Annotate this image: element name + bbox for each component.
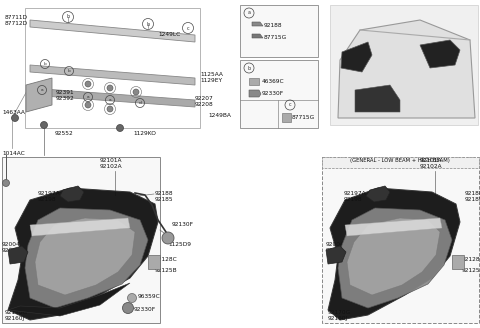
Text: a: a	[87, 95, 89, 99]
Polygon shape	[26, 78, 52, 112]
Text: c: c	[187, 26, 189, 31]
Polygon shape	[8, 246, 28, 264]
Polygon shape	[338, 20, 475, 118]
Text: d: d	[139, 101, 142, 105]
Text: 46369C: 46369C	[262, 79, 285, 84]
Text: 1249BA: 1249BA	[208, 113, 231, 118]
Text: 1249LC: 1249LC	[158, 32, 180, 37]
Text: 92128C: 92128C	[155, 257, 178, 262]
Text: 92188: 92188	[264, 23, 283, 28]
Text: c: c	[288, 102, 291, 108]
Text: 92170G
92160J: 92170G 92160J	[328, 310, 351, 321]
Bar	[148, 255, 160, 269]
Text: b: b	[68, 69, 71, 73]
Text: 1125AA
1129EY: 1125AA 1129EY	[200, 72, 223, 83]
Text: b: b	[247, 66, 251, 71]
Polygon shape	[252, 34, 263, 38]
Polygon shape	[35, 218, 135, 295]
Text: 92004
92005: 92004 92005	[2, 242, 21, 253]
Text: a: a	[41, 88, 43, 92]
Text: 1463AA: 1463AA	[2, 110, 25, 115]
Bar	[452, 255, 464, 269]
Text: 92391
92392: 92391 92392	[56, 90, 75, 101]
Text: 92125B: 92125B	[155, 268, 178, 273]
Polygon shape	[326, 246, 346, 264]
Text: 92188
92185: 92188 92185	[465, 191, 480, 202]
Text: 92188
92185: 92188 92185	[155, 191, 174, 202]
Circle shape	[107, 106, 113, 112]
Text: 92330F: 92330F	[134, 307, 156, 312]
Polygon shape	[8, 188, 158, 320]
Text: 92207
92208: 92207 92208	[195, 96, 214, 107]
Bar	[240, 5, 318, 57]
Polygon shape	[30, 218, 130, 236]
Bar	[330, 5, 478, 125]
Circle shape	[122, 302, 133, 314]
Circle shape	[85, 81, 91, 87]
Text: 92170G
92160J: 92170G 92160J	[5, 310, 28, 321]
Text: 92101A
92102A: 92101A 92102A	[100, 158, 122, 169]
Circle shape	[162, 232, 174, 244]
Text: 1125D9: 1125D9	[168, 242, 191, 247]
Bar	[322, 157, 479, 168]
Circle shape	[133, 89, 139, 95]
Polygon shape	[338, 208, 452, 308]
Text: a: a	[248, 10, 251, 15]
Text: b: b	[44, 62, 47, 66]
Text: b: b	[66, 14, 70, 19]
Polygon shape	[341, 42, 372, 72]
Bar	[240, 60, 318, 128]
Text: 92552: 92552	[55, 131, 74, 136]
Polygon shape	[420, 40, 460, 68]
Circle shape	[40, 121, 48, 129]
Polygon shape	[366, 186, 390, 202]
Text: 87715G: 87715G	[264, 35, 287, 40]
Polygon shape	[30, 88, 195, 107]
Circle shape	[2, 179, 10, 187]
Text: a: a	[108, 98, 111, 102]
Text: 92004
92005: 92004 92005	[326, 242, 345, 253]
Polygon shape	[30, 65, 195, 85]
Text: b: b	[146, 22, 150, 27]
Text: 92130F: 92130F	[172, 222, 194, 227]
Polygon shape	[25, 208, 148, 308]
Bar	[2, 157, 160, 323]
Circle shape	[117, 125, 123, 132]
Text: 92197A
92198: 92197A 92198	[344, 191, 367, 202]
Text: 1014AC: 1014AC	[2, 151, 25, 156]
Bar	[322, 157, 479, 323]
Polygon shape	[252, 22, 263, 26]
Text: 92101A
92102A: 92101A 92102A	[420, 158, 443, 169]
Text: 92128C: 92128C	[462, 257, 480, 262]
Circle shape	[12, 114, 19, 121]
Bar	[282, 113, 291, 122]
Text: 92330F: 92330F	[262, 91, 284, 96]
Text: 87711D
87712D: 87711D 87712D	[5, 15, 28, 26]
Polygon shape	[30, 20, 195, 42]
Text: 1129KO: 1129KO	[133, 131, 156, 136]
Circle shape	[128, 294, 136, 302]
Text: (GENERAL - LOW BEAM + HIGH BEAM): (GENERAL - LOW BEAM + HIGH BEAM)	[350, 158, 450, 163]
Circle shape	[85, 102, 91, 108]
Circle shape	[107, 85, 113, 91]
Polygon shape	[60, 186, 84, 202]
Polygon shape	[345, 218, 442, 236]
Bar	[249, 78, 259, 85]
Text: 96359C: 96359C	[138, 294, 161, 299]
Text: 92125B: 92125B	[462, 268, 480, 273]
Text: 92197A
92198: 92197A 92198	[38, 191, 60, 202]
Bar	[25, 8, 200, 128]
Polygon shape	[328, 188, 460, 320]
Polygon shape	[8, 283, 130, 316]
Polygon shape	[347, 218, 440, 295]
Polygon shape	[355, 85, 400, 112]
Polygon shape	[249, 90, 261, 97]
Text: 87715G: 87715G	[292, 115, 315, 120]
